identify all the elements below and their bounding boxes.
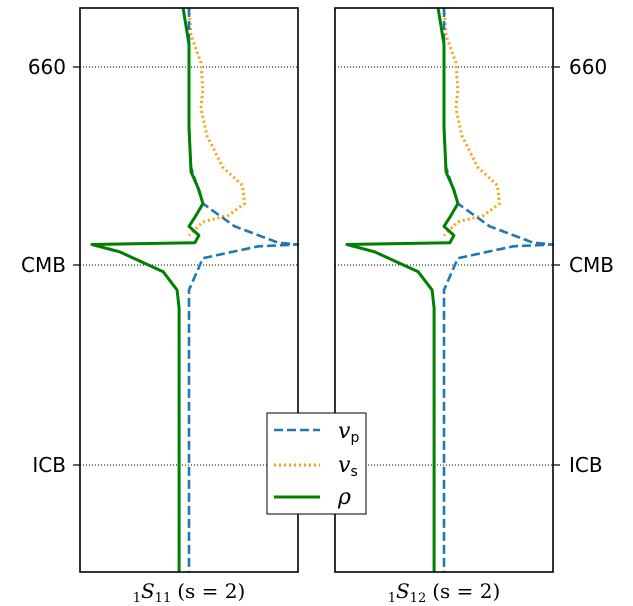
- legend-sub-vs: s: [350, 464, 357, 480]
- xlabel-letter-right: S: [396, 579, 410, 603]
- legend-label-vp: vp: [338, 419, 359, 446]
- axes-frame-right: [334, 7, 554, 573]
- rho-curve-left: [90, 7, 205, 572]
- xlabel-s-right: (s = 2): [432, 579, 500, 603]
- vs-curve-right: [442, 7, 501, 237]
- vs-curve-left: [187, 7, 246, 237]
- xlabel-prefix-left: 1: [133, 591, 141, 606]
- curves-right: [345, 7, 555, 572]
- legend-label-vs: vs: [338, 453, 358, 480]
- panel-xlabel-right: 1S12 (s = 2): [388, 579, 501, 606]
- legend-symbol-vp: v: [338, 419, 351, 444]
- legend-symbol-vs: v: [338, 453, 351, 478]
- panel-1S11: 660 CMB ICB 1S11 (s = 2): [21, 7, 300, 606]
- ytick-label-660-right: 660: [569, 55, 607, 79]
- vp-curve-right: [442, 8, 555, 572]
- curves-left: [90, 7, 300, 572]
- legend-sub-vp: p: [350, 430, 359, 446]
- rho-curve-right: [345, 7, 460, 572]
- xlabel-prefix-right: 1: [388, 591, 396, 606]
- ytick-label-cmb-right: CMB: [569, 253, 614, 277]
- xlabel-s-left: (s = 2): [177, 579, 245, 603]
- xlabel-sub-right: 12: [410, 591, 427, 606]
- panel-1S12: 660 CMB ICB 1S12 (s = 2): [334, 7, 614, 606]
- axes-frame-left: [79, 7, 299, 573]
- xlabel-letter-left: S: [141, 579, 155, 603]
- ytick-label-660-left: 660: [28, 55, 66, 79]
- panel-xlabel-left: 1S11 (s = 2): [133, 579, 246, 606]
- legend: vp vs ρ: [266, 412, 367, 515]
- legend-label-rho: ρ: [337, 485, 351, 510]
- ytick-label-icb-right: ICB: [569, 453, 603, 477]
- ytick-label-icb-left: ICB: [32, 453, 66, 477]
- ytick-label-cmb-left: CMB: [21, 253, 66, 277]
- xlabel-sub-left: 11: [155, 591, 172, 606]
